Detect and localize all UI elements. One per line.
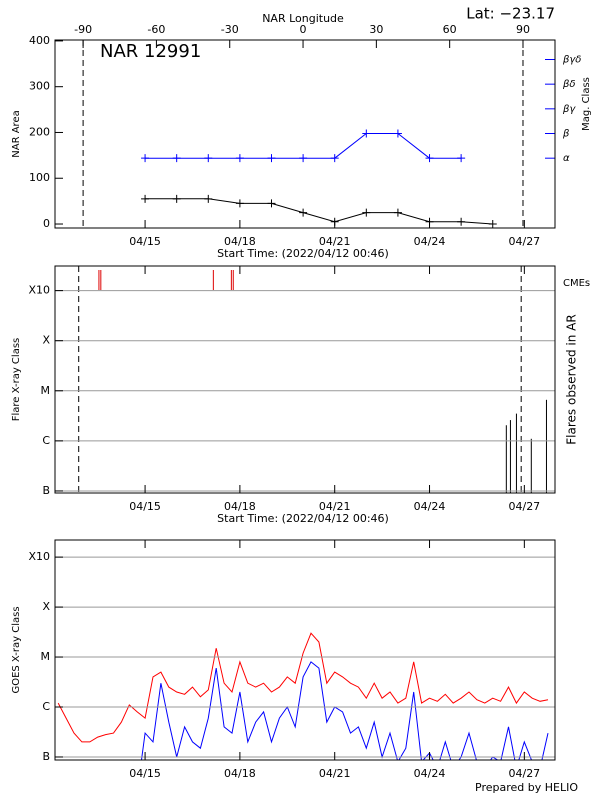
x-tick-label: 04/27 [508, 235, 540, 248]
x2-tick-label: 0 [300, 23, 307, 36]
footer: Prepared by HELIO [475, 781, 578, 794]
y-axis-label: Flare X-ray Class [11, 338, 22, 422]
x2-tick-label: 90 [516, 23, 530, 36]
x2-tick-label: -60 [147, 23, 165, 36]
y-tick-label: C [42, 700, 50, 713]
plot-frame [54, 39, 556, 229]
y-tick-label: 0 [43, 217, 50, 230]
y-axis-label: GOES X-ray Class [11, 606, 22, 693]
y2-axis-label: Mag. Class [581, 77, 592, 131]
x2-tick-label: 30 [369, 23, 383, 36]
y2-tick-label: β [562, 129, 570, 140]
x-tick-label: 04/18 [224, 235, 256, 248]
y-tick-label: B [42, 750, 50, 763]
point-marker [393, 129, 402, 138]
point-marker [204, 194, 213, 203]
y2-axis-label: Flares observed in AR [565, 314, 579, 444]
x-tick-label: 04/21 [319, 235, 351, 248]
point-marker [141, 194, 150, 203]
point-marker [204, 154, 213, 163]
series-line [140, 661, 549, 760]
x-tick-label: 04/27 [508, 500, 540, 513]
y-tick-label: C [42, 434, 50, 447]
y-tick-label: 200 [29, 125, 50, 138]
x-tick-label: 04/24 [414, 500, 446, 513]
point-marker [457, 217, 466, 226]
y2-tick-label: βγ [562, 104, 576, 115]
point-marker [299, 154, 308, 163]
point-marker [267, 199, 276, 208]
x-tick-label: 04/15 [129, 500, 161, 513]
x-axis-label: Start Time: (2022/04/12 00:46) [217, 512, 389, 525]
latitude-annotation: Lat: −23.17 [466, 5, 555, 23]
point-marker [235, 199, 244, 208]
point-marker [172, 154, 181, 163]
chart-title: NAR 12991 [100, 41, 201, 62]
x-tick-label: 04/18 [224, 500, 256, 513]
plot-area [57, 632, 549, 760]
series-line [57, 632, 549, 743]
y2-tick-label: βδ [562, 79, 576, 90]
point-marker [362, 208, 371, 217]
x-tick-label: 04/15 [129, 767, 161, 780]
y-tick-label: X10 [28, 550, 50, 563]
y2-tick-label: βγδ [562, 54, 581, 65]
point-marker [362, 129, 371, 138]
y-tick-label: 300 [29, 80, 50, 93]
cme-label: CMEs [563, 278, 590, 289]
plot-frame [54, 539, 556, 761]
point-marker [330, 154, 339, 163]
x-tick-label: 04/15 [129, 235, 161, 248]
point-marker [235, 154, 244, 163]
point-marker [457, 154, 466, 163]
x-tick-label: 04/21 [319, 500, 351, 513]
point-marker [488, 220, 497, 228]
x-tick-label: 04/24 [414, 767, 446, 780]
point-marker [141, 154, 150, 163]
series-line [145, 198, 493, 225]
plot-frame [54, 265, 556, 494]
y-tick-label: 100 [29, 171, 50, 184]
plot-area [78, 266, 547, 493]
y-tick-label: X10 [28, 284, 50, 297]
y2-tick-label: α [563, 153, 570, 164]
x-axis-label: Start Time: (2022/04/12 00:46) [217, 247, 389, 260]
point-marker [393, 208, 402, 217]
point-marker [267, 154, 276, 163]
y-tick-label: X [42, 334, 50, 347]
y-tick-label: M [41, 650, 51, 663]
point-marker [299, 208, 308, 217]
point-marker [425, 154, 434, 163]
x2-tick-label: -30 [221, 23, 239, 36]
x-tick-label: 04/18 [224, 767, 256, 780]
plot-area [82, 40, 524, 228]
y-axis-label: NAR Area [11, 110, 22, 157]
y-tick-label: X [42, 600, 50, 613]
x-tick-label: 04/21 [319, 767, 351, 780]
x-tick-label: 04/27 [508, 767, 540, 780]
x-tick-label: 04/24 [414, 235, 446, 248]
x2-tick-label: -90 [74, 23, 92, 36]
y-tick-label: B [42, 484, 50, 497]
y-tick-label: 400 [29, 34, 50, 47]
point-marker [172, 194, 181, 203]
x2-axis-label: NAR Longitude [262, 12, 344, 25]
x2-tick-label: 60 [443, 23, 457, 36]
y-tick-label: M [41, 384, 51, 397]
